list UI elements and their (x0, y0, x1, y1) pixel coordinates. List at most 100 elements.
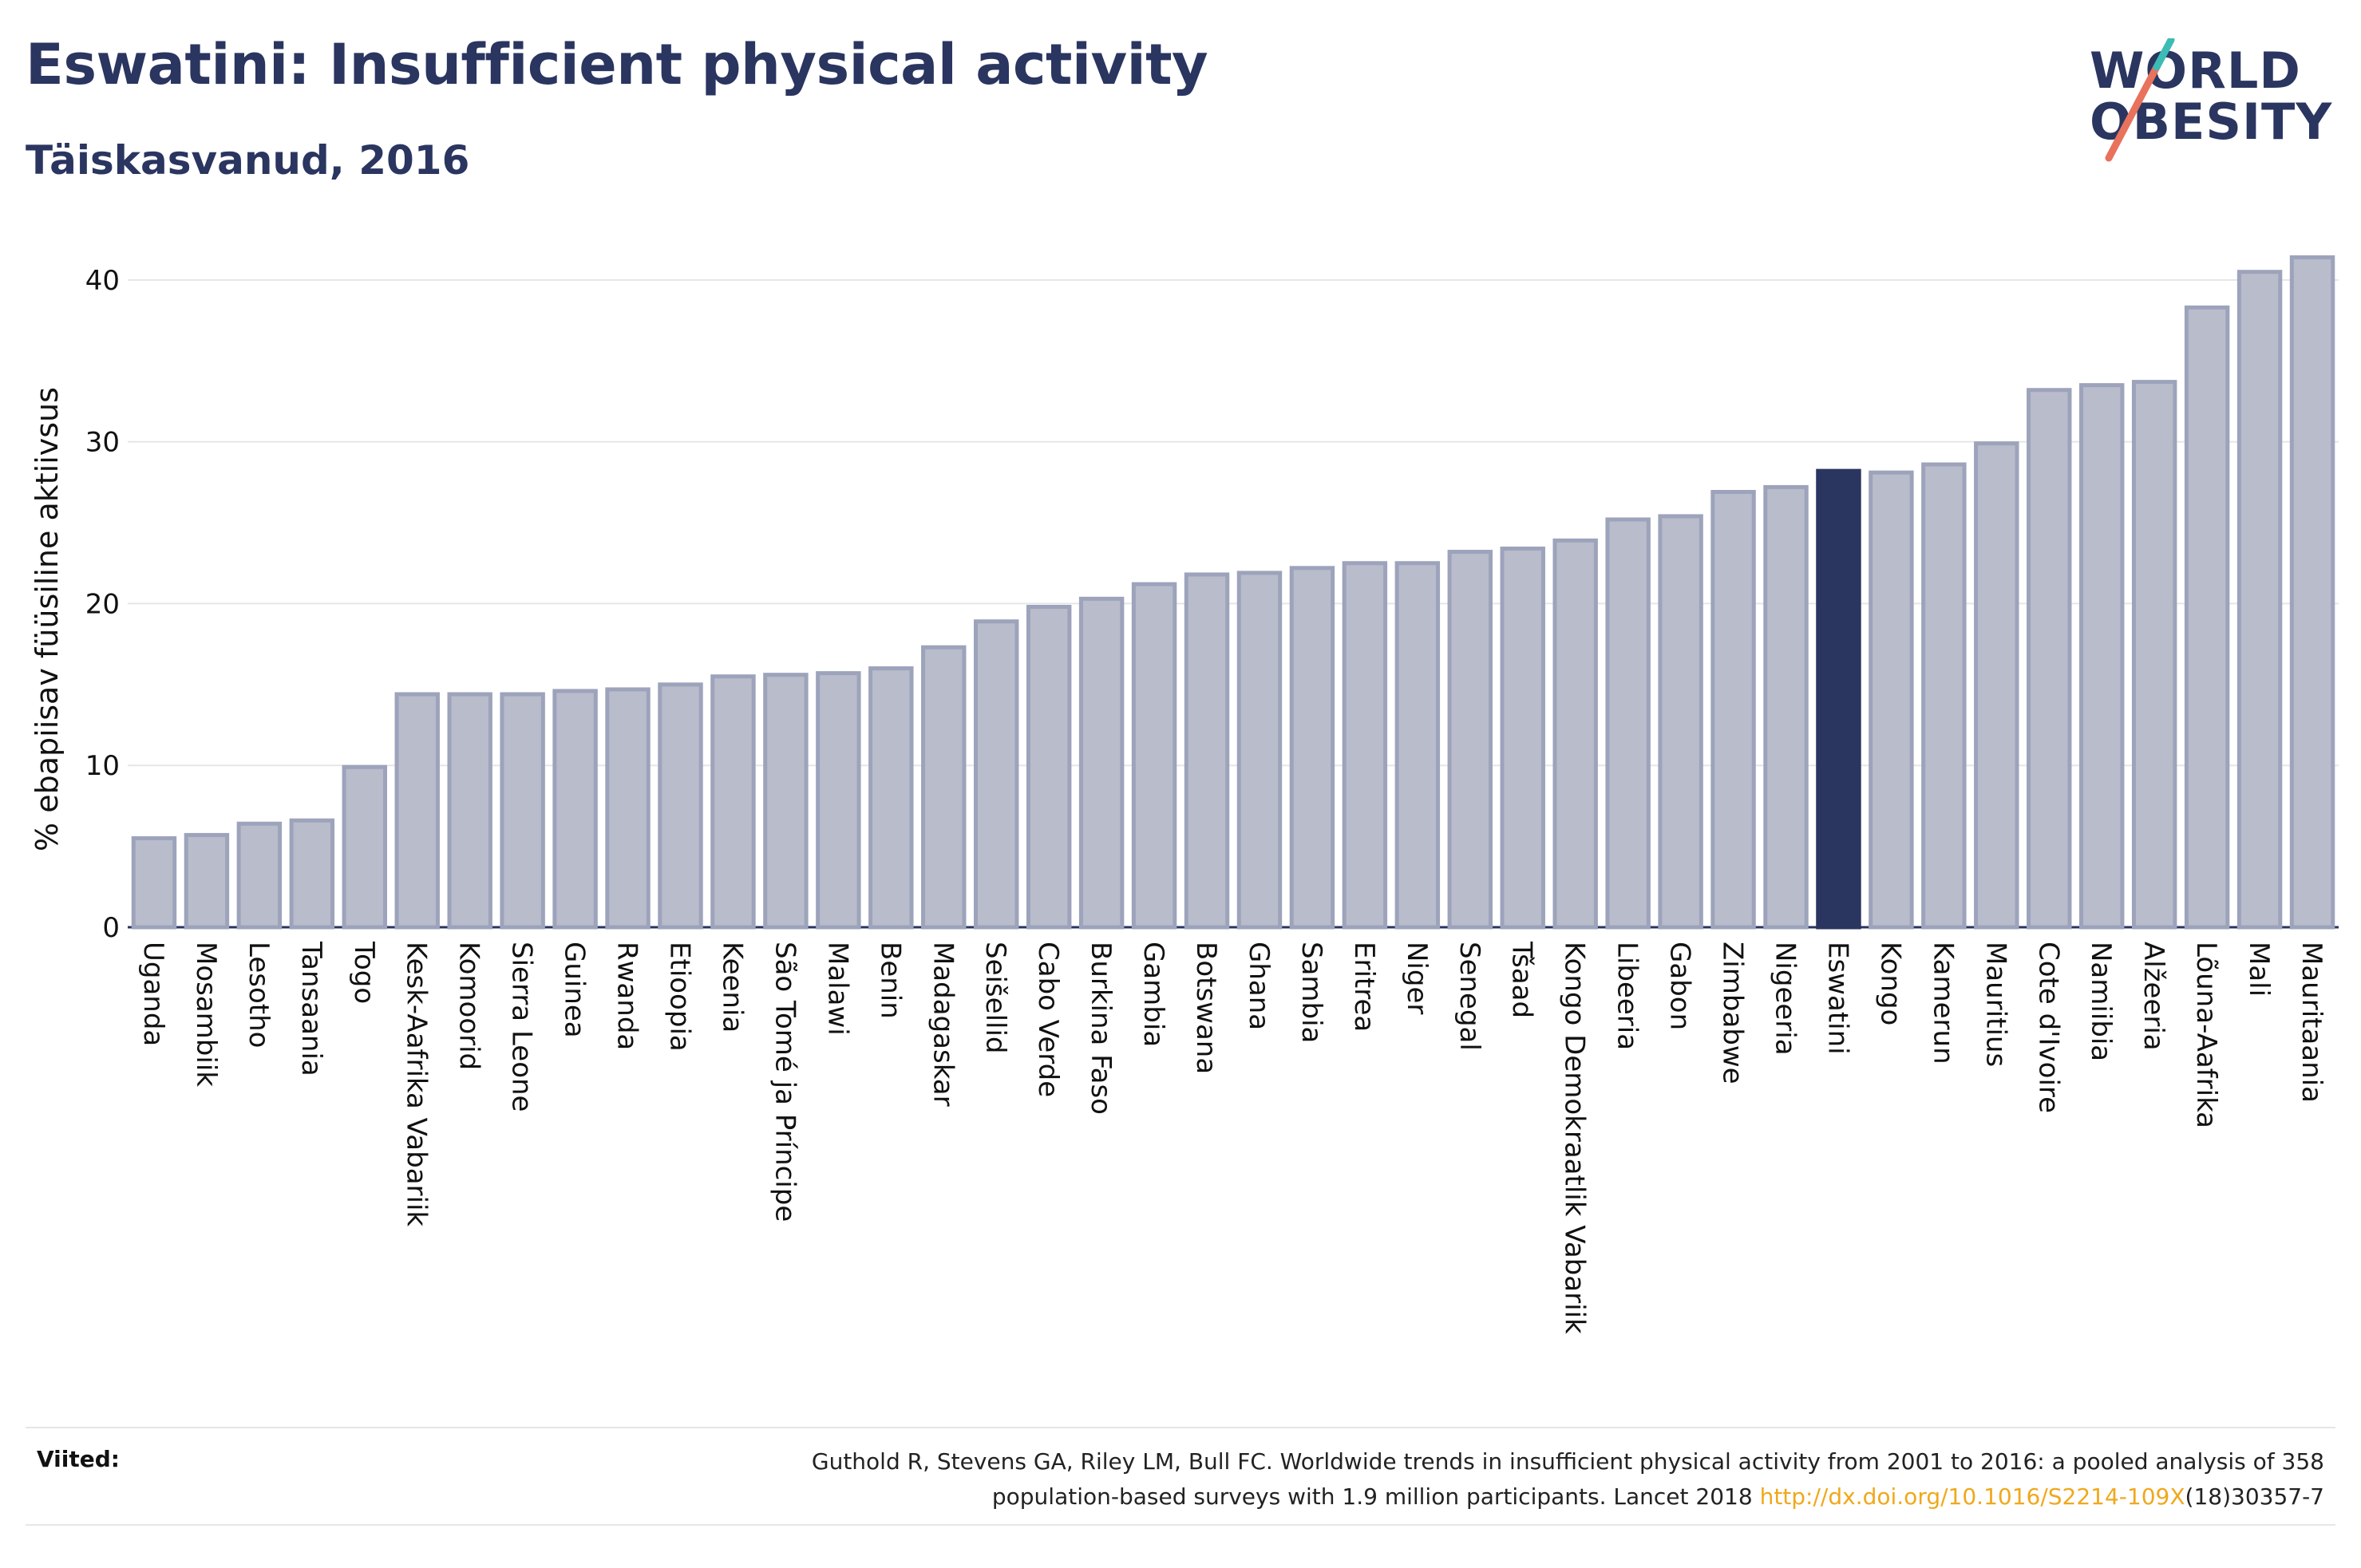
x-tick-label: Sambia (1295, 942, 1327, 1043)
chart-subtitle: Täiskasvanud, 2016 (26, 137, 470, 184)
y-axis-title: % ebapiisav füüsiline aktiivsus (30, 387, 65, 851)
divider (26, 1427, 2335, 1428)
reference-link[interactable]: http://dx.doi.org/10.1016/S2214-109X (1759, 1483, 2185, 1510)
x-tick-label: Gambia (1137, 942, 1169, 1047)
x-tick-label: Burkina Faso (1085, 942, 1117, 1115)
x-tick-label: Tansaania (295, 941, 327, 1076)
bar-gambia (1131, 582, 1177, 930)
reference-line-2: population-based surveys with 1.9 millio… (991, 1483, 1760, 1510)
x-tick-label: Keenia (716, 942, 748, 1033)
x-tick-label: Madagaskar (927, 942, 959, 1107)
bar-etioopia (658, 682, 703, 930)
x-tick-label: Senegal (1453, 942, 1485, 1051)
references-text: Guthold R, Stevens GA, Riley LM, Bull FC… (568, 1444, 2324, 1515)
x-tick-label: Eritrea (1348, 942, 1380, 1032)
bar-zimbabwe (1710, 489, 1756, 930)
x-tick-label: Uganda (137, 942, 169, 1046)
x-tick-label: Cote d'Ivoire (2032, 942, 2064, 1113)
x-tick-label: Alžeeria (2138, 942, 2169, 1051)
y-tick-label: 30 (85, 427, 120, 459)
bar-uganda (131, 835, 177, 930)
bar-kesk-aafrika-vabariik (394, 692, 440, 930)
x-tick-label: Kongo (1874, 942, 1906, 1025)
bar-eritrea (1342, 561, 1388, 930)
bar-cabo-verde (1026, 604, 1072, 930)
bar-niger (1394, 561, 1441, 930)
x-tick-label: Rwanda (611, 942, 643, 1050)
x-tick-label: Nigeeria (1770, 942, 1801, 1056)
bar-kongo-demokraatlik-vabariik (1552, 538, 1598, 930)
y-tick-label: 10 (85, 750, 120, 782)
chart-title: Eswatini: Insufficient physical activity (26, 32, 1208, 97)
bar-s-o-tom-ja-pr-ncipe (763, 673, 809, 930)
x-tick-label: Sierra Leone (506, 942, 538, 1112)
bar-al-eeria (2131, 380, 2177, 930)
bars (131, 255, 2335, 930)
y-tick-label: 40 (85, 265, 120, 297)
x-tick-label: Cabo Verde (1032, 942, 1064, 1097)
x-tick-label: Malawi (821, 942, 853, 1036)
x-tick-label: Libeeria (1612, 942, 1643, 1050)
bar-t-aad (1500, 546, 1545, 930)
x-tick-label: Etioopia (664, 942, 696, 1052)
bar-keenia (710, 674, 756, 930)
x-axis-labels: Uganda Mosambiik Lesotho Tansaania Togo Kesk-… (137, 941, 2327, 1334)
x-tick-label: Namiibia (2085, 942, 2117, 1061)
x-tick-label: Lesotho (243, 942, 275, 1048)
bar-kongo (1869, 470, 1914, 930)
bar-komoorid (447, 692, 492, 930)
bar-sierra-leone (500, 692, 545, 930)
x-tick-label: Gabon (1664, 942, 1696, 1030)
world-obesity-logo: WORLD OBESITY (2083, 38, 2347, 174)
x-tick-label: Togo (348, 941, 380, 1004)
reference-line-2-end: (18)30357-7 (2185, 1483, 2324, 1510)
bar-cote-d-ivoire (2027, 388, 2072, 930)
bar-mosambiik (184, 832, 230, 930)
bar-botswana (1184, 572, 1230, 930)
x-tick-label: Mali (2243, 942, 2275, 997)
x-tick-label: Mosambiik (190, 942, 222, 1087)
bar-nigeeria (1763, 484, 1809, 930)
bar-libeeria (1605, 517, 1651, 930)
x-tick-label: Seišellid (979, 942, 1011, 1054)
x-tick-label: Kesk-Aafrika Vabariik (401, 942, 433, 1226)
bar-eswatini (1816, 468, 1861, 930)
y-axis-ticks: 0 10 20 30 40 (85, 265, 120, 944)
x-tick-label: Benin (874, 942, 906, 1019)
bar-guinea (552, 689, 598, 930)
bar-mauritaania (2289, 255, 2335, 930)
bar-togo (342, 764, 388, 930)
bar-sei-ellid (973, 619, 1019, 930)
bar-mauritius (1974, 441, 2019, 930)
grid-lines (128, 278, 2339, 929)
bar-ghana (1236, 571, 1283, 930)
x-tick-label: Guinea (559, 942, 591, 1038)
bar-madagaskar (921, 645, 967, 930)
reference-line-1: Guthold R, Stevens GA, Riley LM, Bull FC… (811, 1448, 2324, 1475)
x-tick-label: Eswatini (1821, 942, 1853, 1055)
bar-gabon (1658, 514, 1703, 930)
bar-mali (2236, 270, 2283, 930)
x-tick-label: Botswana (1190, 942, 1222, 1074)
references-label: Viited: (37, 1446, 120, 1472)
x-tick-label: Niger (1401, 942, 1433, 1014)
bar-kamerun (1921, 462, 1967, 930)
bar-rwanda (605, 687, 651, 930)
bar-burkina-faso (1078, 596, 1125, 930)
x-tick-label: Lõuna-Aafrika (2190, 942, 2222, 1128)
bar-senegal (1447, 550, 1493, 930)
x-tick-label: Mauritius (1979, 942, 2011, 1067)
bar-chart: 0 10 20 30 40 Uganda Mosambiik Lesotho Tansaani… (30, 255, 2339, 1334)
x-tick-label: Zimbabwe (1717, 942, 1749, 1084)
bar-malawi (816, 671, 861, 930)
bar-namiibia (2078, 383, 2125, 930)
bar-sambia (1289, 566, 1335, 930)
logo-line-1: WORLD (2090, 41, 2301, 100)
y-tick-label: 0 (102, 912, 120, 944)
bar-tansaania (289, 818, 335, 930)
x-tick-label: Kamerun (1927, 942, 1959, 1064)
y-tick-label: 20 (85, 588, 120, 620)
bar-l-una-aafrika (2184, 305, 2230, 930)
x-tick-label: Mauritaania (2296, 942, 2327, 1103)
logo-slash-icon (2105, 38, 2175, 162)
